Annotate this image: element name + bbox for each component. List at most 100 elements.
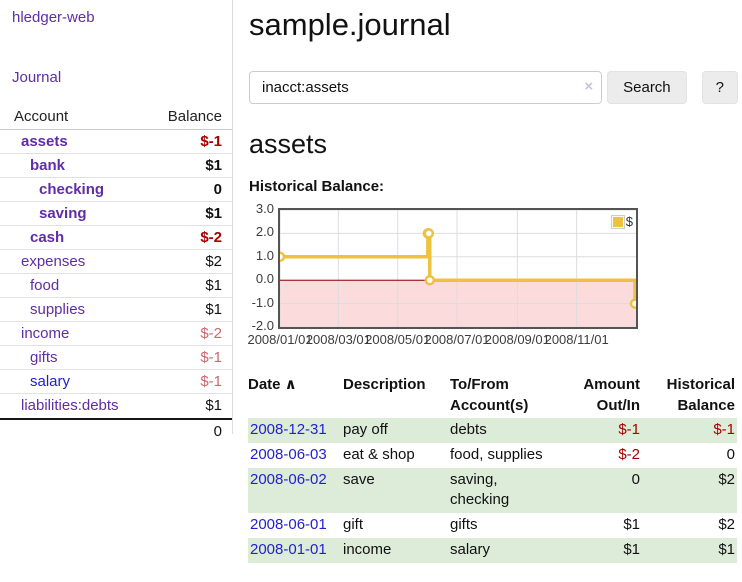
transaction-description: save: [343, 471, 375, 488]
y-tick-label: 0.0: [255, 271, 274, 287]
sidebar-account-link-checking[interactable]: checking: [39, 181, 105, 198]
sidebar-account-link-bank[interactable]: bank: [30, 157, 66, 174]
y-tick-label: -2.0: [251, 318, 274, 333]
register-table: Date ∧ Description To/From Account(s) Amount…: [248, 372, 737, 563]
account-balance: $1: [205, 277, 222, 294]
y-tick-label: 3.0: [255, 201, 274, 216]
sidebar-account-link-income[interactable]: income: [21, 325, 70, 342]
transaction-accounts: gifts: [450, 516, 478, 533]
register-row: 2008-06-02 save saving, checking 0 $2: [248, 468, 737, 513]
account-balance: 0: [213, 181, 222, 198]
register-column-header: Description: [343, 376, 426, 393]
sidebar-account-link-liabilities-debts[interactable]: liabilities:debts: [21, 397, 119, 414]
sidebar-account-row: expenses $2: [0, 250, 232, 274]
chart-canvas: [280, 210, 636, 327]
clear-search-icon[interactable]: ×: [584, 78, 594, 95]
x-tick-label: 2008/03/01: [305, 332, 371, 347]
sidebar-account-row: gifts $-1: [0, 346, 232, 370]
x-tick-label: 2008/01/01: [247, 332, 313, 347]
sidebar-account-row: liabilities:debts $1: [0, 394, 232, 418]
sidebar-account-link-food[interactable]: food: [30, 277, 60, 294]
account-heading: assets: [249, 129, 328, 159]
transaction-date-link[interactable]: 2008-12-31: [250, 421, 327, 438]
transaction-balance: $-1: [713, 421, 735, 438]
sidebar-account-link-saving[interactable]: saving: [39, 205, 87, 222]
x-tick-label: 2008/07/01: [424, 332, 490, 347]
transaction-amount: 0: [631, 471, 640, 488]
transaction-accounts: saving, checking: [450, 471, 510, 508]
transaction-balance: $2: [718, 471, 735, 488]
transaction-balance: $1: [718, 541, 735, 558]
sidebar-account-link-cash[interactable]: cash: [30, 229, 65, 246]
sort-asc-icon[interactable]: ∧: [280, 376, 297, 393]
account-balance: $-1: [200, 373, 222, 390]
account-column-header: Account: [14, 108, 69, 125]
sidebar-account-row: food $1: [0, 274, 232, 298]
register-row: 2008-01-01 income salary $1 $1: [248, 538, 737, 563]
account-balance: $1: [205, 205, 222, 222]
sidebar-account-row: income $-2: [0, 322, 232, 346]
chart-title: Historical Balance:: [249, 178, 385, 195]
register-row: 2008-06-01 gift gifts $1 $2: [248, 513, 737, 538]
account-balance: $2: [205, 253, 222, 270]
account-balance: $-1: [200, 133, 222, 150]
sidebar-account-row: bank $1: [0, 154, 232, 178]
transaction-date-link[interactable]: 2008-06-02: [250, 471, 327, 488]
search-bar: × Search ?: [248, 71, 738, 104]
transaction-date-link[interactable]: 2008-06-01: [250, 516, 327, 533]
transaction-accounts: food, supplies: [450, 446, 543, 463]
y-tick-label: 1.0: [255, 247, 274, 263]
register-row: 2008-06-03 eat & shop food, supplies $-2 0: [248, 443, 737, 468]
main-content: sample.journal × Search ? assets Histori…: [247, 0, 738, 563]
register-column-header[interactable]: Date ∧: [248, 376, 297, 393]
y-tick-label: -1.0: [251, 294, 274, 310]
account-balance: $-2: [200, 325, 222, 342]
search-button[interactable]: Search: [607, 71, 687, 104]
transaction-amount: $1: [623, 541, 640, 558]
account-balance: $-1: [200, 349, 222, 366]
transaction-description: gift: [343, 516, 364, 533]
account-balance: $1: [205, 301, 222, 318]
account-balance: $1: [205, 157, 222, 174]
x-tick-label: 2008/11/01: [544, 332, 609, 347]
transaction-amount: $-1: [618, 421, 640, 438]
accounts-total-row: 0: [0, 418, 232, 442]
transaction-date-link[interactable]: 2008-06-03: [250, 446, 327, 463]
transaction-balance: 0: [726, 446, 735, 463]
y-tick-label: 2.0: [255, 224, 274, 240]
transaction-date-link[interactable]: 2008-01-01: [250, 541, 327, 558]
sidebar-account-link-gifts[interactable]: gifts: [30, 349, 58, 366]
sidebar-account-link-supplies[interactable]: supplies: [30, 301, 86, 318]
transaction-description: eat & shop: [343, 446, 415, 463]
register-column-header: Historical Balance: [666, 376, 735, 414]
register-column-header: Amount Out/In: [583, 376, 640, 414]
sidebar-item-journal[interactable]: Journal: [12, 69, 62, 86]
register-column-header: To/From Account(s): [450, 376, 529, 414]
accounts-table: Account Balance assets $-1 bank $1 checking 0…: [0, 105, 232, 442]
register-row: 2008-12-31 pay off debts $-1 $-1: [248, 418, 737, 443]
transaction-description: income: [343, 541, 392, 558]
transaction-description: pay off: [343, 421, 388, 438]
legend-label: $: [625, 214, 633, 229]
sidebar-account-link-salary[interactable]: salary: [30, 373, 71, 390]
accounts-table-header: Account Balance: [0, 105, 232, 130]
register-table-header: Date ∧ Description To/From Account(s) Amount…: [248, 372, 737, 418]
transaction-accounts: salary: [450, 541, 491, 558]
search-input[interactable]: [249, 71, 603, 104]
account-balance: $-2: [200, 229, 222, 246]
sidebar-account-row: cash $-2: [0, 226, 232, 250]
sidebar-account-row: assets $-1: [0, 130, 232, 154]
transaction-amount: $-2: [618, 446, 640, 463]
sidebar: hledger-web Journal Account Balance asse…: [0, 0, 233, 440]
account-balance: $1: [205, 397, 222, 414]
help-button[interactable]: ?: [701, 71, 738, 104]
sidebar-account-row: salary $-1: [0, 370, 232, 394]
sidebar-account-link-assets[interactable]: assets: [21, 133, 68, 150]
accounts-total-value: 0: [213, 423, 222, 440]
app-brand-link[interactable]: hledger-web: [12, 9, 95, 26]
x-tick-label: 2008/05/01: [365, 332, 431, 347]
transaction-accounts: debts: [450, 421, 487, 438]
historical-balance-chart: 3.0 2.0 1.0 0.0 -1.0 -2.0 $ 2008/01/01 2008/03…: [247, 201, 738, 355]
sidebar-account-link-expenses[interactable]: expenses: [21, 253, 86, 270]
legend-swatch-icon: [610, 214, 625, 229]
